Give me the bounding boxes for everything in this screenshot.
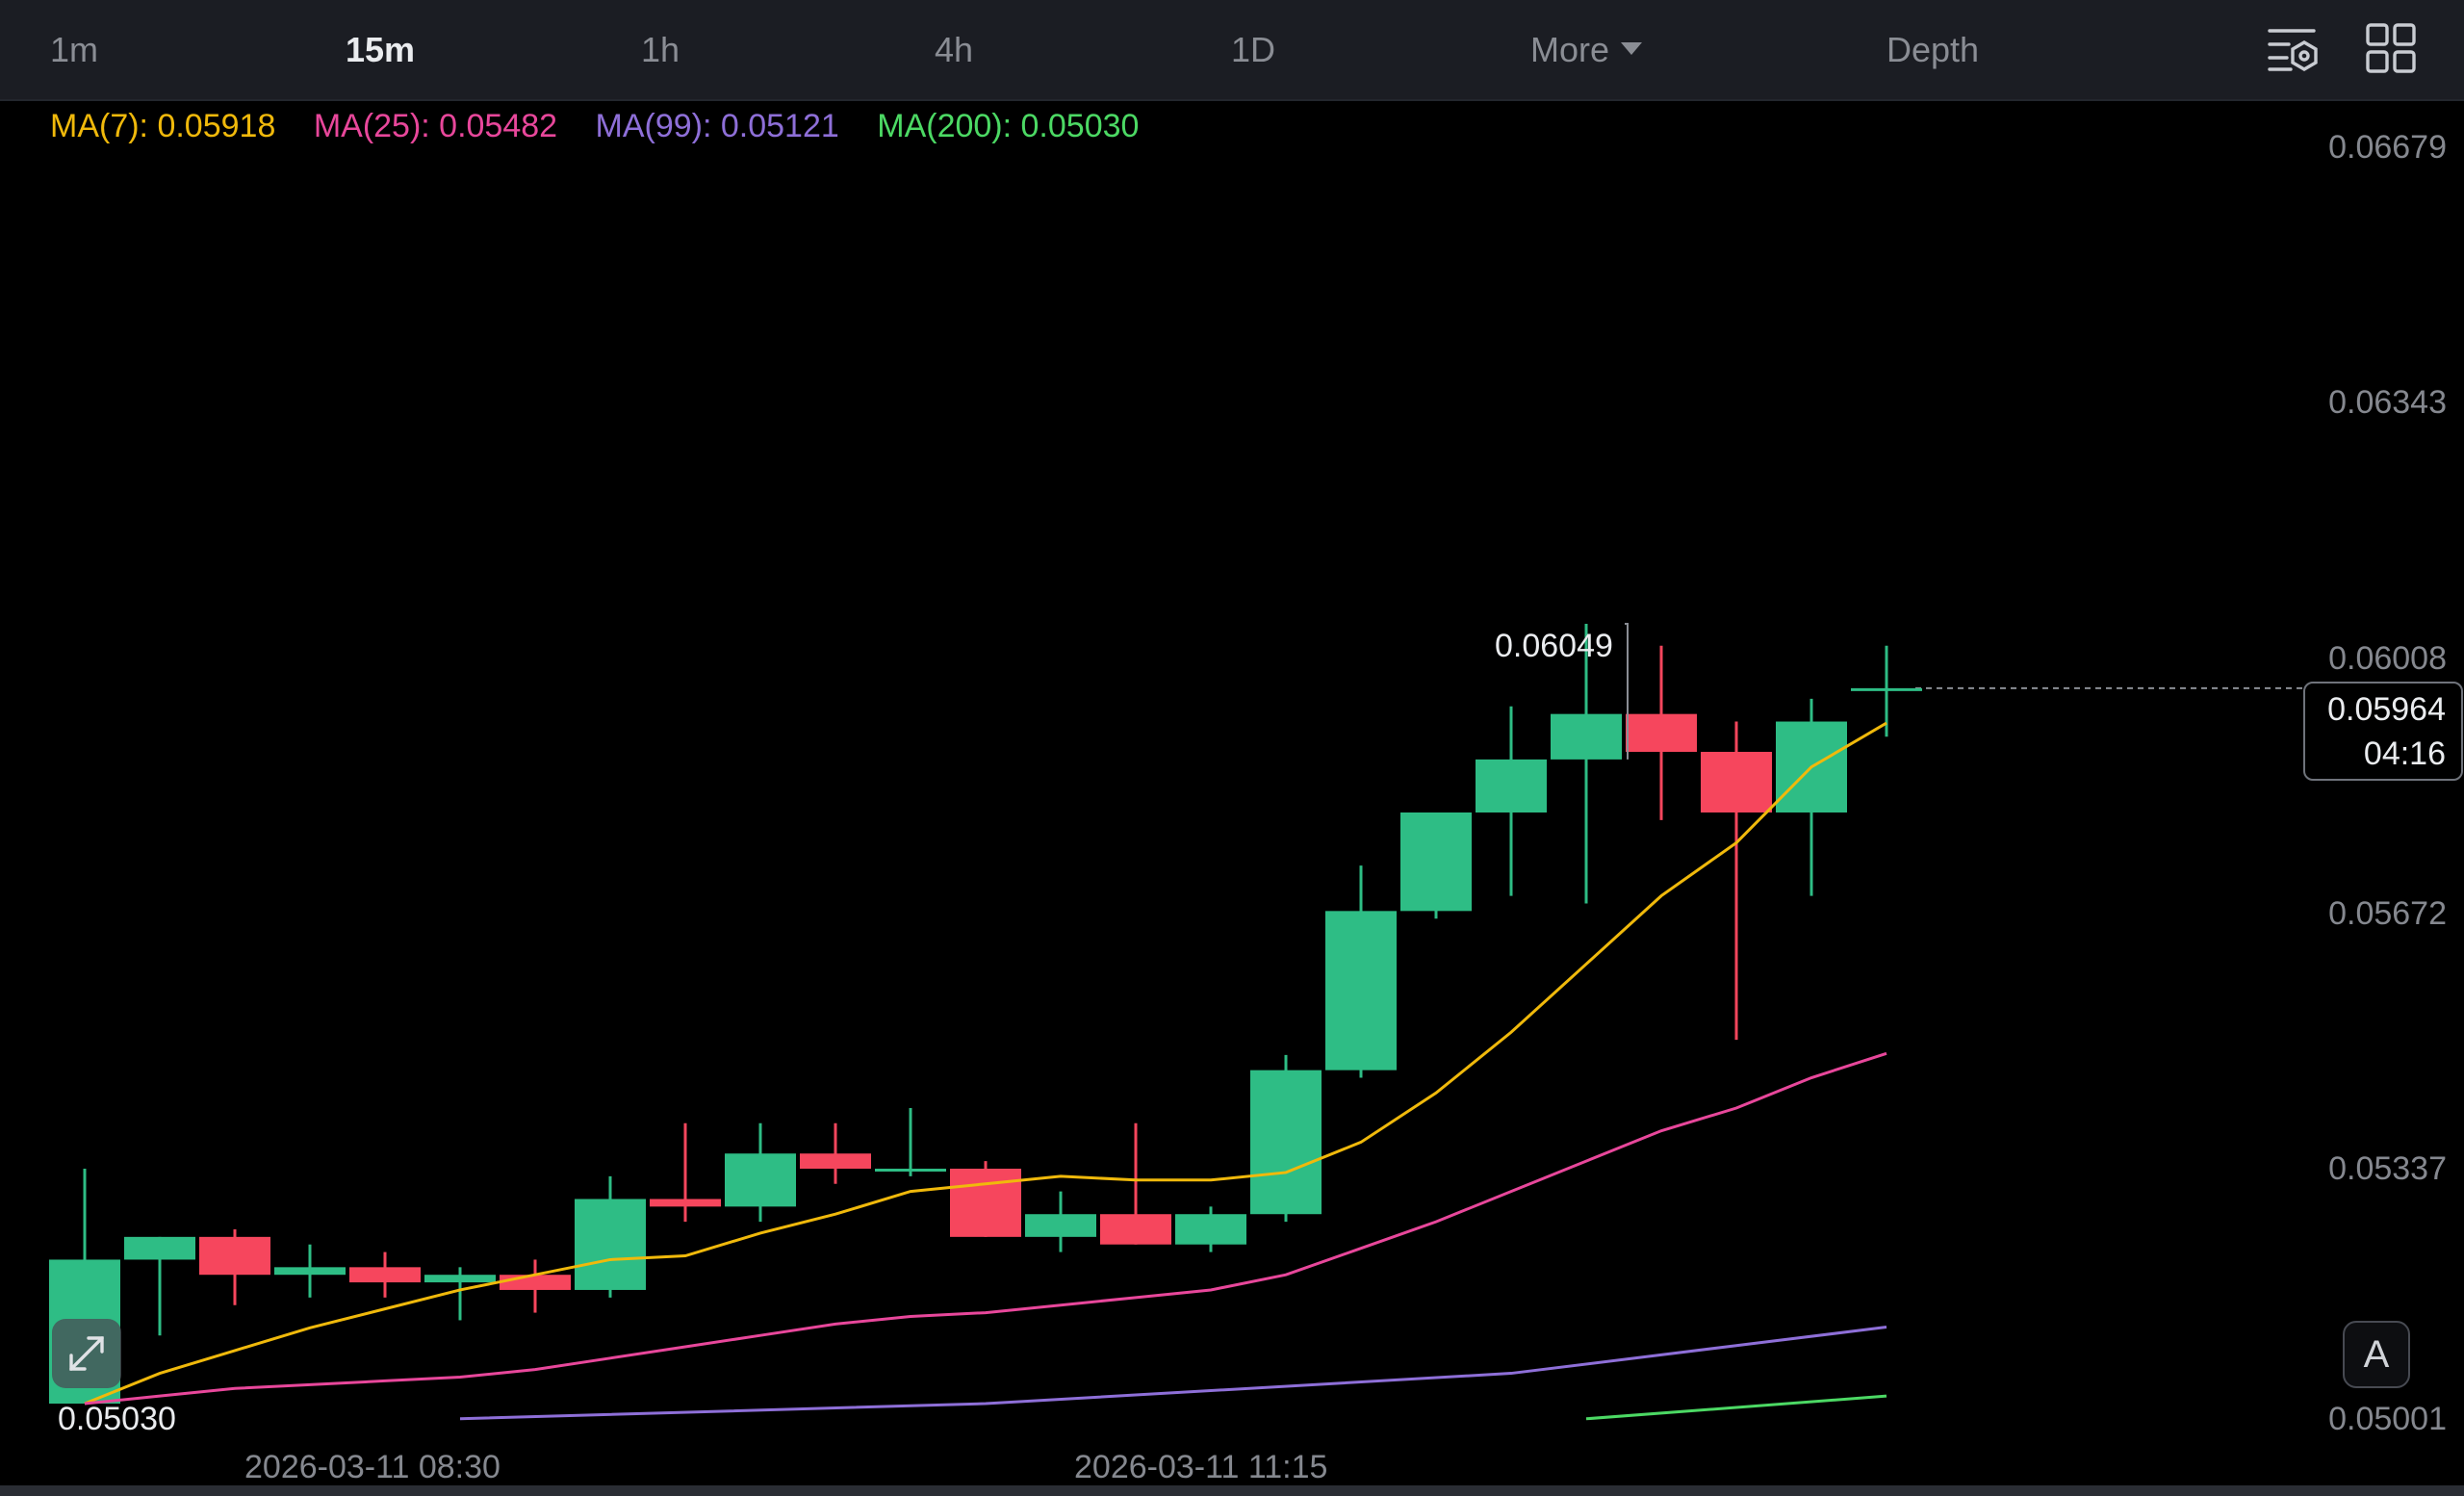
ma-line xyxy=(84,1051,1887,1406)
candle-body xyxy=(1626,713,1697,753)
caret-down-icon xyxy=(1621,41,1643,55)
candle-body xyxy=(1476,759,1547,812)
candle-body xyxy=(725,1153,796,1207)
price-axis-label: 0.05672 xyxy=(2328,895,2447,932)
candle-body xyxy=(875,1168,946,1172)
tab-4h[interactable]: 4h xyxy=(934,30,974,69)
ma-line xyxy=(84,721,1887,1406)
expand-chart-button[interactable] xyxy=(52,1319,121,1388)
ma-line xyxy=(459,1326,1887,1421)
candle-body xyxy=(1851,687,1922,691)
price-axis-label: 0.05337 xyxy=(2328,1150,2447,1187)
ma99-label: MA(99): 0.05121 xyxy=(595,108,839,144)
time-axis-label: 2026-03-11 11:15 xyxy=(1074,1449,1328,1485)
expand-arrows-icon xyxy=(69,1336,104,1371)
candle-body xyxy=(1701,752,1772,812)
candle-body xyxy=(274,1267,346,1276)
timeframe-toolbar: 1m 15m 1h 4h 1D More Depth xyxy=(0,0,2464,101)
candle-body xyxy=(424,1275,496,1283)
tab-1d[interactable]: 1D xyxy=(1230,30,1276,69)
candle-body xyxy=(1325,911,1397,1070)
high-price-marker: 0.06049 xyxy=(1495,628,1613,664)
price-axis-label: 0.06343 xyxy=(2328,384,2447,421)
candlestick-chart[interactable] xyxy=(0,101,2464,1485)
candle-body xyxy=(1025,1214,1096,1237)
grid-layout-icon[interactable] xyxy=(2364,21,2420,77)
price-axis-label: 0.06679 xyxy=(2328,129,2447,166)
current-price-badge: 0.05964 04:16 xyxy=(2303,682,2463,781)
candle-body xyxy=(950,1168,1021,1237)
price-axis-label: 0.06008 xyxy=(2328,640,2447,677)
candle-body xyxy=(124,1236,195,1260)
candle-body xyxy=(1551,713,1622,760)
time-axis-label: 2026-03-11 08:30 xyxy=(244,1449,500,1485)
more-dropdown[interactable]: More xyxy=(1529,0,1643,99)
tab-1h[interactable]: 1h xyxy=(640,30,680,69)
candle-body xyxy=(1175,1214,1246,1245)
candle-body xyxy=(800,1153,871,1169)
ma7-label: MA(7): 0.05918 xyxy=(50,108,276,144)
candle-body xyxy=(575,1199,646,1290)
price-axis-label: 0.05001 xyxy=(2328,1401,2447,1437)
tab-depth[interactable]: Depth xyxy=(1886,30,1980,69)
chart-settings-icon[interactable] xyxy=(2266,21,2322,77)
candle-body xyxy=(199,1236,270,1276)
tab-15m[interactable]: 15m xyxy=(345,30,416,69)
candle-body xyxy=(1100,1214,1171,1245)
ma200-label: MA(200): 0.05030 xyxy=(877,108,1140,144)
tab-1m[interactable]: 1m xyxy=(49,30,99,69)
auto-scale-button[interactable]: A xyxy=(2343,1321,2410,1388)
ma25-label: MA(25): 0.05482 xyxy=(313,108,558,144)
low-price-marker: 0.05030 xyxy=(58,1401,176,1437)
candle-countdown: 04:16 xyxy=(2363,735,2446,772)
ma-line xyxy=(1585,1394,1887,1421)
high-marker-line xyxy=(1625,622,1629,760)
more-label: More xyxy=(1529,30,1610,69)
candle-body xyxy=(349,1267,421,1283)
bottom-scrollbar[interactable] xyxy=(0,1485,2464,1496)
candle-body xyxy=(1400,812,1472,912)
candle-body xyxy=(500,1275,571,1290)
candle-body xyxy=(1250,1070,1322,1215)
candle-body xyxy=(650,1199,721,1207)
ma-legend: MA(7): 0.05918 MA(25): 0.05482 MA(99): 0… xyxy=(50,108,1168,145)
current-price: 0.05964 xyxy=(2327,691,2446,728)
